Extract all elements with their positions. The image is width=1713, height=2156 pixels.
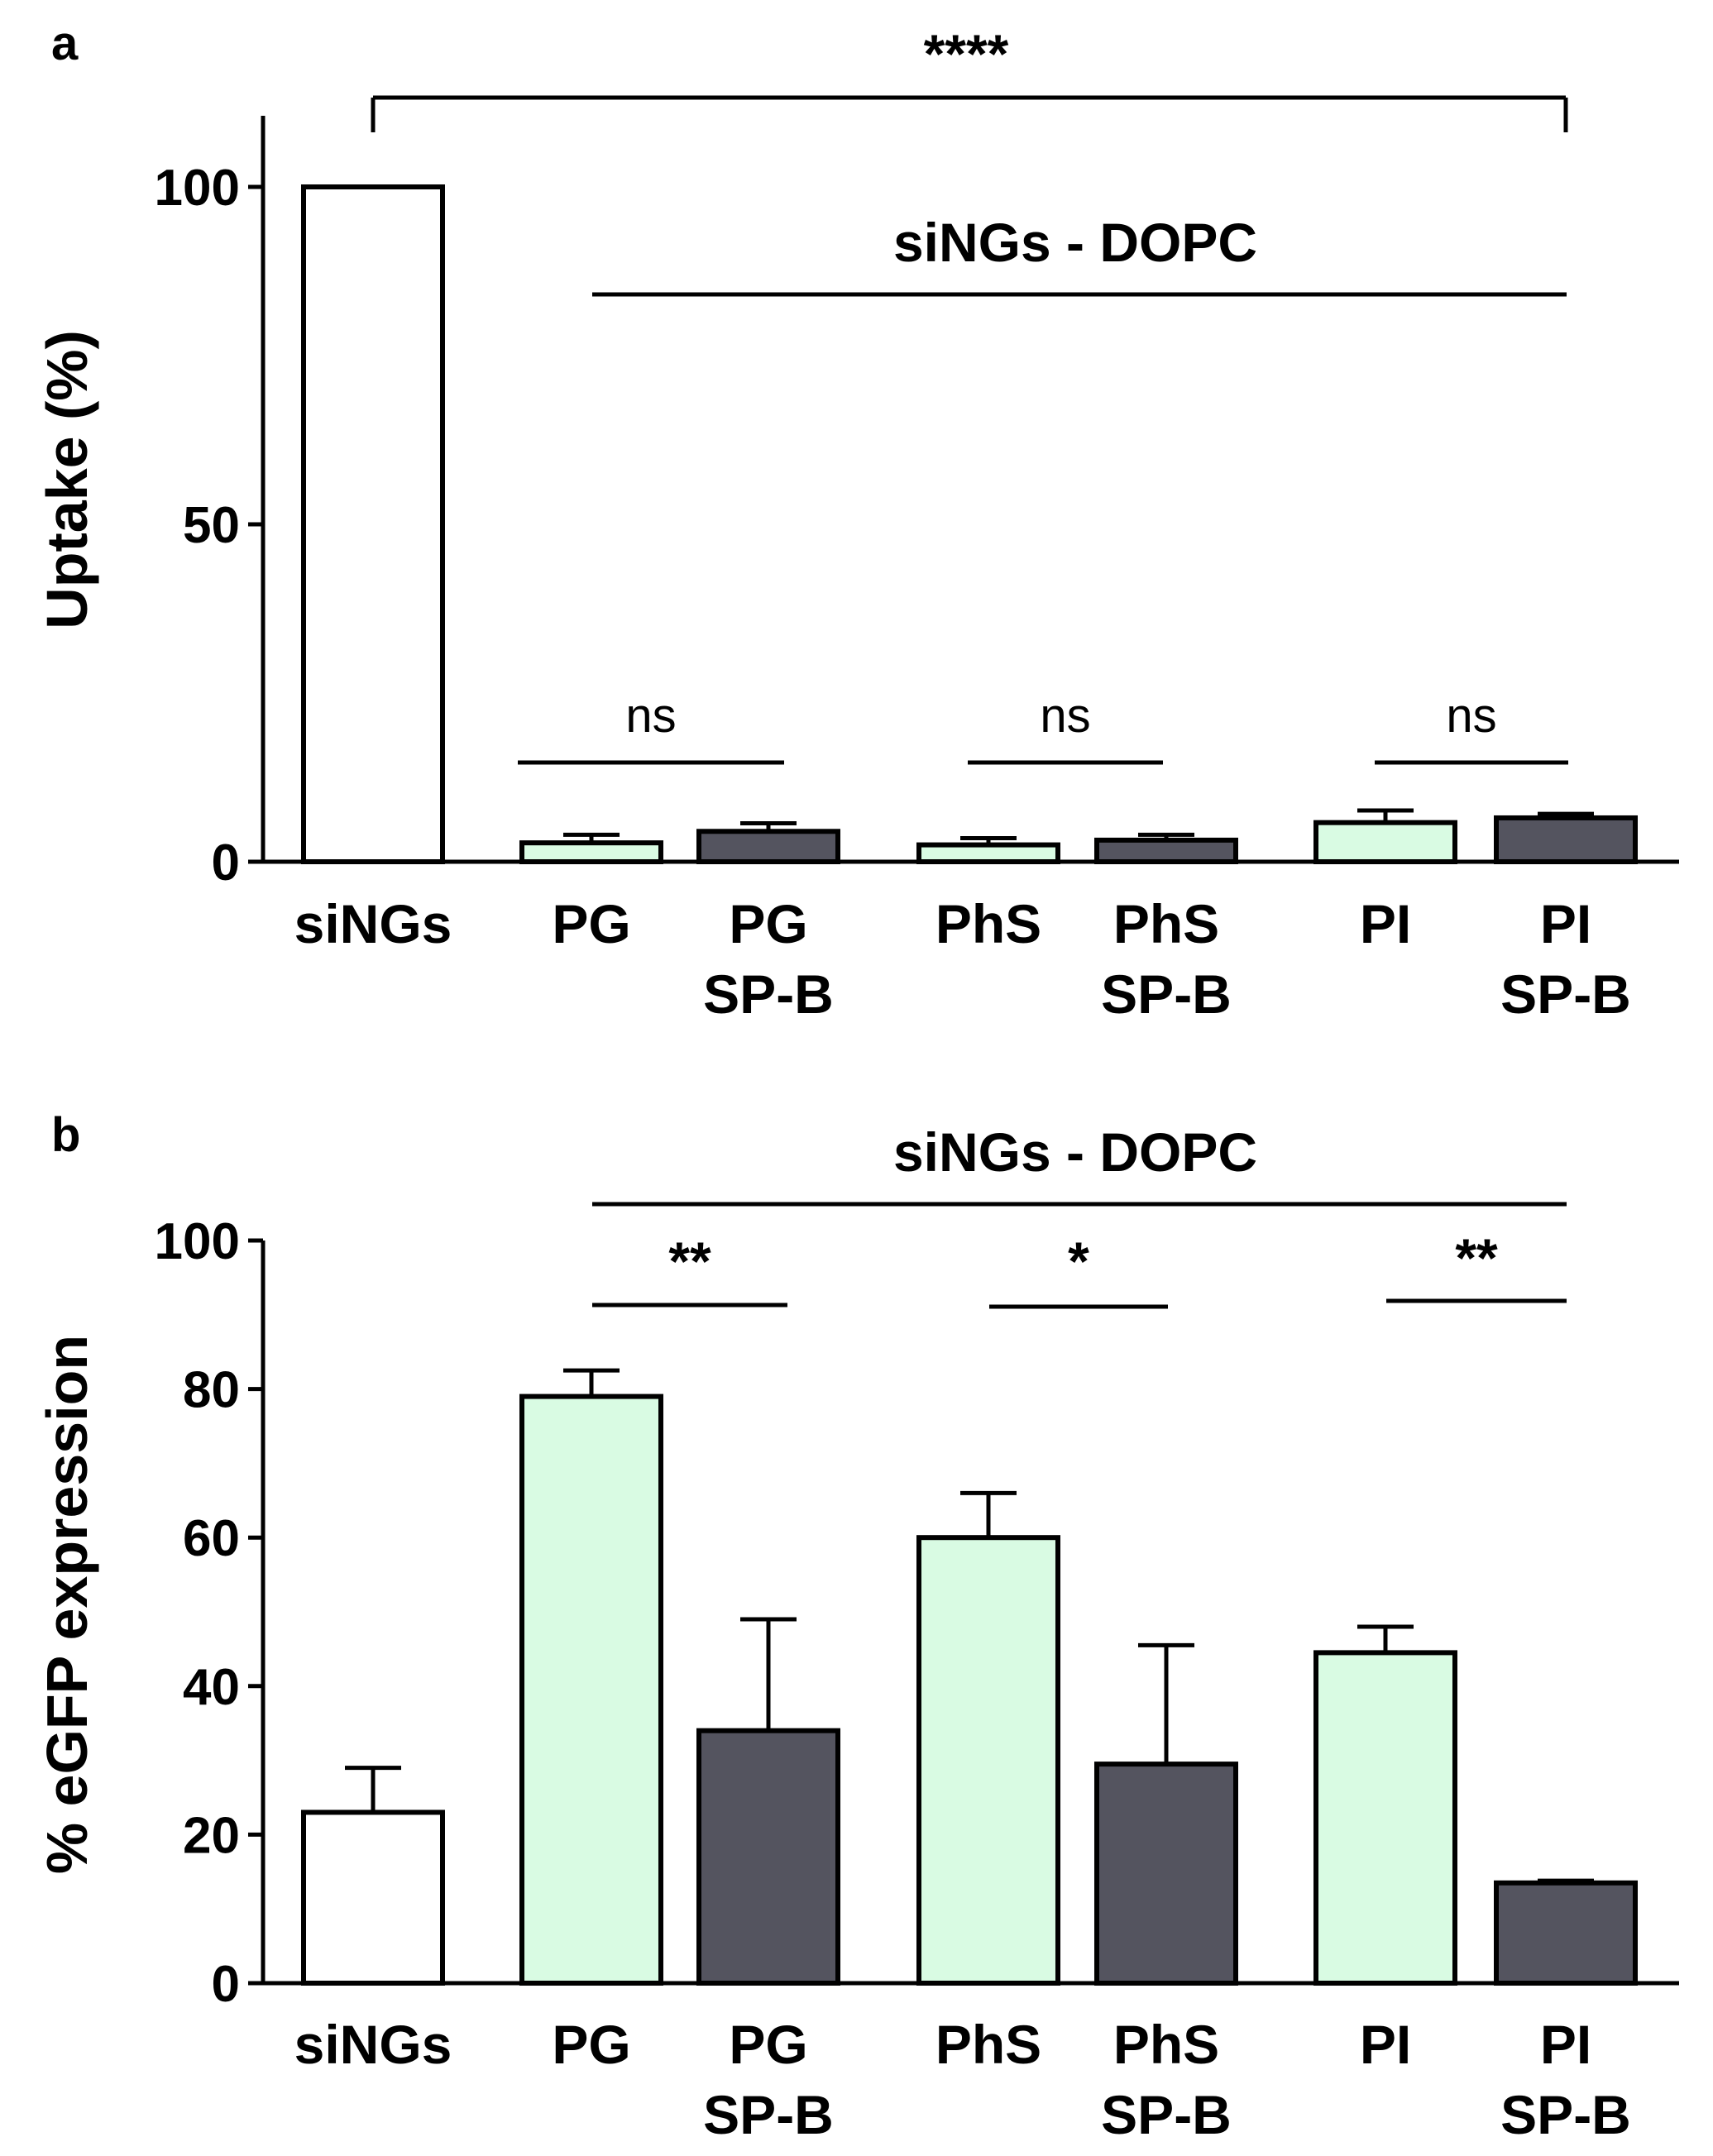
- panel-a-y-tick-label: 0: [212, 834, 240, 892]
- panel-b-pair-significance: *: [1068, 1231, 1089, 1292]
- panel-a-pair-significance: ns: [625, 689, 676, 743]
- panel-a-bar: [1094, 837, 1238, 864]
- panel-b-category-label: PhS: [935, 2014, 1041, 2075]
- panel-a-pair-significance: ns: [1040, 689, 1090, 743]
- panel-b-label: b: [51, 1108, 80, 1162]
- panel-a-category-label: PG: [729, 893, 807, 954]
- panel-a-marks: 0 50 100 siNGs PG PG SP-B PhS PhS SP-B PI PI SP-B ***…: [155, 23, 1679, 1025]
- panel-b-category-label: PI: [1540, 2014, 1591, 2075]
- panel-a-category-label: SP-B: [703, 963, 834, 1025]
- panel-b-bar: [1313, 1650, 1457, 1986]
- panel-a-y-axis-title: Uptake (%): [35, 330, 99, 629]
- panel-a-bar: [916, 842, 1060, 864]
- panel-b-marks: 0 20 40 60 80 100 siNGs PG PG SP-B PhS PhS SP-B PI PI S…: [155, 1121, 1679, 2145]
- panel-b-bar: [519, 1394, 663, 1986]
- panel-b-category-label: SP-B: [1101, 2084, 1232, 2145]
- panel-a-y-tick-label: 100: [155, 160, 240, 217]
- panel-b-y-tick-label: 60: [183, 1510, 240, 1567]
- panel-a-category-label: siNGs: [294, 893, 452, 954]
- panel-a-bar: [519, 840, 663, 864]
- panel-a-bar: [301, 184, 445, 864]
- panel-a-category-label: PI: [1360, 893, 1411, 954]
- panel-b-y-axis-title: % eGFP expression: [35, 1335, 99, 1874]
- panel-b-bar: [1094, 1762, 1238, 1986]
- panel-a-bar: [696, 829, 840, 865]
- panel-a-label: a: [51, 17, 79, 70]
- panel-b-y-tick-label: 0: [212, 1956, 240, 2013]
- panel-b-bar: [301, 1809, 445, 1986]
- panel-b-category-label: SP-B: [703, 2084, 834, 2145]
- panel-b-category-label: PG: [729, 2014, 807, 2075]
- panel-b-y-tick-label: 20: [183, 1807, 240, 1864]
- panel-a-category-label: PI: [1540, 893, 1591, 954]
- panel-a-pair-significance: ns: [1446, 689, 1496, 743]
- panel-a-y-axis-title-group: Uptake (%): [35, 330, 99, 629]
- panel-b-egfp-chart: b % eGFP expression 0 20 40 60 80 100 siNGs PG P…: [35, 1108, 1679, 2145]
- panel-b-y-tick-label: 100: [155, 1213, 240, 1270]
- panel-b-category-label: PI: [1360, 2014, 1411, 2075]
- panel-b-y-tick-label: 80: [183, 1362, 240, 1419]
- panel-b-y-axis-title-group: % eGFP expression: [35, 1335, 99, 1874]
- panel-a-category-label: SP-B: [1500, 963, 1631, 1025]
- panel-a-category-label: PhS: [935, 893, 1041, 954]
- panel-a-category-label: PhS: [1113, 893, 1219, 954]
- panel-a-y-tick-label: 50: [183, 497, 240, 554]
- panel-a-uptake-chart: a Uptake (%) 0 50 100 siNGs PG PG SP-B PhS PhS SP…: [35, 17, 1679, 1025]
- panel-b-pair-significance: **: [1455, 1227, 1498, 1288]
- panel-b-category-label: siNGs: [294, 2014, 452, 2075]
- panel-a-category-label: PG: [552, 893, 630, 954]
- panel-b-bar: [916, 1535, 1060, 1986]
- panel-a-bar: [1313, 820, 1457, 864]
- panel-a-bar: [1494, 815, 1638, 865]
- panel-b-category-label: PG: [552, 2014, 630, 2075]
- panel-b-category-label: SP-B: [1500, 2084, 1631, 2145]
- panel-a-overall-significance: ****: [924, 23, 1009, 84]
- panel-a-category-label: SP-B: [1101, 963, 1232, 1025]
- panel-a-group-label: siNGs - DOPC: [893, 212, 1257, 273]
- panel-b-pair-significance: **: [668, 1231, 711, 1292]
- panel-b-y-tick-label: 40: [183, 1659, 240, 1716]
- panel-b-category-label: PhS: [1113, 2014, 1219, 2075]
- panel-b-bar: [1494, 1880, 1638, 1986]
- panel-b-bar: [696, 1728, 840, 1986]
- panel-b-group-label: siNGs - DOPC: [893, 1121, 1257, 1183]
